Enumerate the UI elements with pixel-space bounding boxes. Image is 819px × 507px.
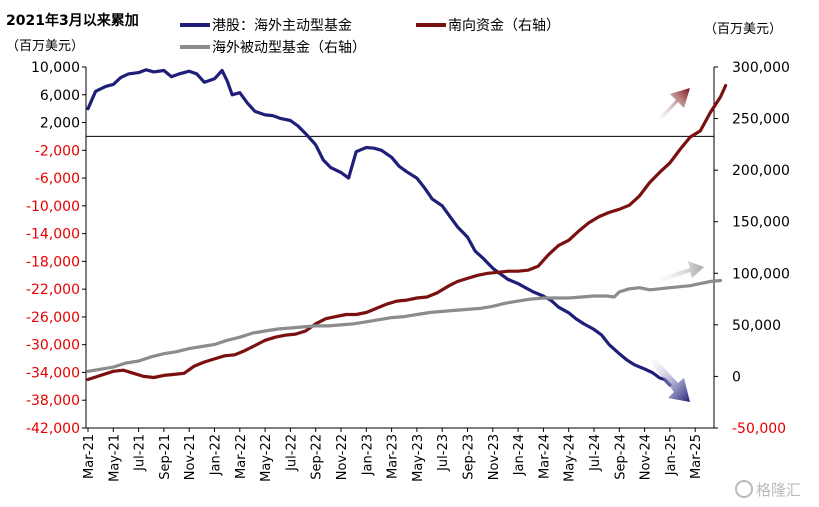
left-axis-unit: （百万美元） (6, 39, 84, 54)
right-tick-label: 200,000 (732, 163, 790, 179)
x-tick-label: Jul-21 (133, 434, 148, 472)
x-tick-label: Mar-25 (689, 434, 704, 479)
chart-title: 2021年3月以来累加 (6, 12, 139, 29)
x-tick-label: Mar-23 (386, 434, 401, 479)
x-tick-label: Nov-22 (335, 434, 350, 480)
x-tick-label: Jan-23 (360, 434, 375, 476)
x-tick-label: Jul-23 (436, 434, 451, 472)
x-tick-label: May-21 (107, 434, 122, 482)
left-tick-label: -34,000 (26, 365, 80, 381)
right-tick-label: 0 (732, 369, 741, 385)
left-tick-label: -38,000 (26, 393, 80, 409)
right-tick-label: 250,000 (732, 112, 790, 128)
right-axis-unit: （百万美元） (704, 22, 782, 37)
left-tick-label: -30,000 (26, 338, 80, 354)
series-line-passive (86, 278, 723, 373)
series-lines (86, 68, 728, 387)
x-tick-label: Mar-21 (82, 434, 97, 479)
left-tick-label: -14,000 (26, 227, 80, 243)
x-tick-label: Mar-24 (537, 434, 552, 479)
passive-up-arrow (654, 261, 704, 284)
left-axis-ticks: 10,000 6,000 2,000 -2,000 -6,000 -10,000 -14,0… (26, 60, 86, 437)
hk-stock-down-arrow (650, 357, 690, 402)
x-tick-label: Jul-22 (284, 434, 299, 472)
left-tick-label: 6,000 (40, 88, 80, 104)
x-tick-label: Jul-24 (588, 434, 603, 472)
x-tick-label: Sep-23 (462, 434, 477, 480)
x-tick-label: Jan-24 (512, 434, 527, 476)
x-tick-label: Jan-25 (664, 434, 679, 476)
left-tick-label: -2,000 (35, 143, 80, 159)
southbound-up-arrow (656, 88, 690, 122)
x-tick-label: Sep-21 (158, 434, 173, 480)
x-tick-label: Mar-22 (234, 434, 249, 479)
left-tick-label: -26,000 (26, 310, 80, 326)
series-line-southbound (86, 84, 728, 382)
legend-label-southbound: 南向资金（右轴） (448, 18, 560, 34)
x-tick-label: Sep-24 (613, 434, 628, 480)
left-tick-label: -6,000 (35, 171, 80, 187)
legend-label-hk-stock: 港股：海外主动型基金 (212, 17, 352, 34)
x-tick-label: May-24 (563, 434, 578, 482)
x-tick-label: Nov-24 (639, 434, 654, 480)
left-tick-label: -22,000 (26, 282, 80, 298)
x-tick-label: Jan-22 (209, 434, 224, 476)
right-tick-label: 50,000 (732, 318, 781, 334)
left-tick-label: -10,000 (26, 199, 80, 215)
left-tick-label: 2,000 (40, 116, 80, 132)
left-tick-label: -42,000 (26, 421, 80, 437)
right-tick-label: 100,000 (732, 266, 790, 282)
x-tick-label: Nov-21 (183, 434, 198, 480)
right-tick-label: -50,000 (732, 421, 786, 437)
left-tick-label: 10,000 (31, 60, 80, 76)
x-axis-ticks: Mar-21 May-21 Jul-21 Sep-21 Nov-21 Jan-22 Mar-… (82, 427, 714, 482)
x-tick-label: Sep-22 (310, 434, 325, 480)
legend-label-passive: 海外被动型基金（右轴） (212, 39, 366, 56)
watermark-logo-icon (735, 480, 753, 498)
series-line-hk-stock (86, 68, 672, 387)
right-tick-label: 300,000 (732, 60, 790, 76)
x-tick-label: May-23 (411, 434, 426, 482)
x-tick-label: Nov-23 (487, 434, 502, 480)
right-tick-label: 150,000 (732, 215, 790, 231)
legend: 港股：海外主动型基金 南向资金（右轴） 海外被动型基金（右轴） (180, 17, 560, 56)
right-axis-ticks: 300,000 250,000 200,000 150,000 100,000 50,00… (714, 60, 790, 437)
watermark: 格隆汇 (735, 480, 801, 499)
left-tick-label: -18,000 (26, 254, 80, 270)
watermark-text: 格隆汇 (756, 481, 801, 499)
x-tick-label: May-22 (259, 434, 274, 482)
